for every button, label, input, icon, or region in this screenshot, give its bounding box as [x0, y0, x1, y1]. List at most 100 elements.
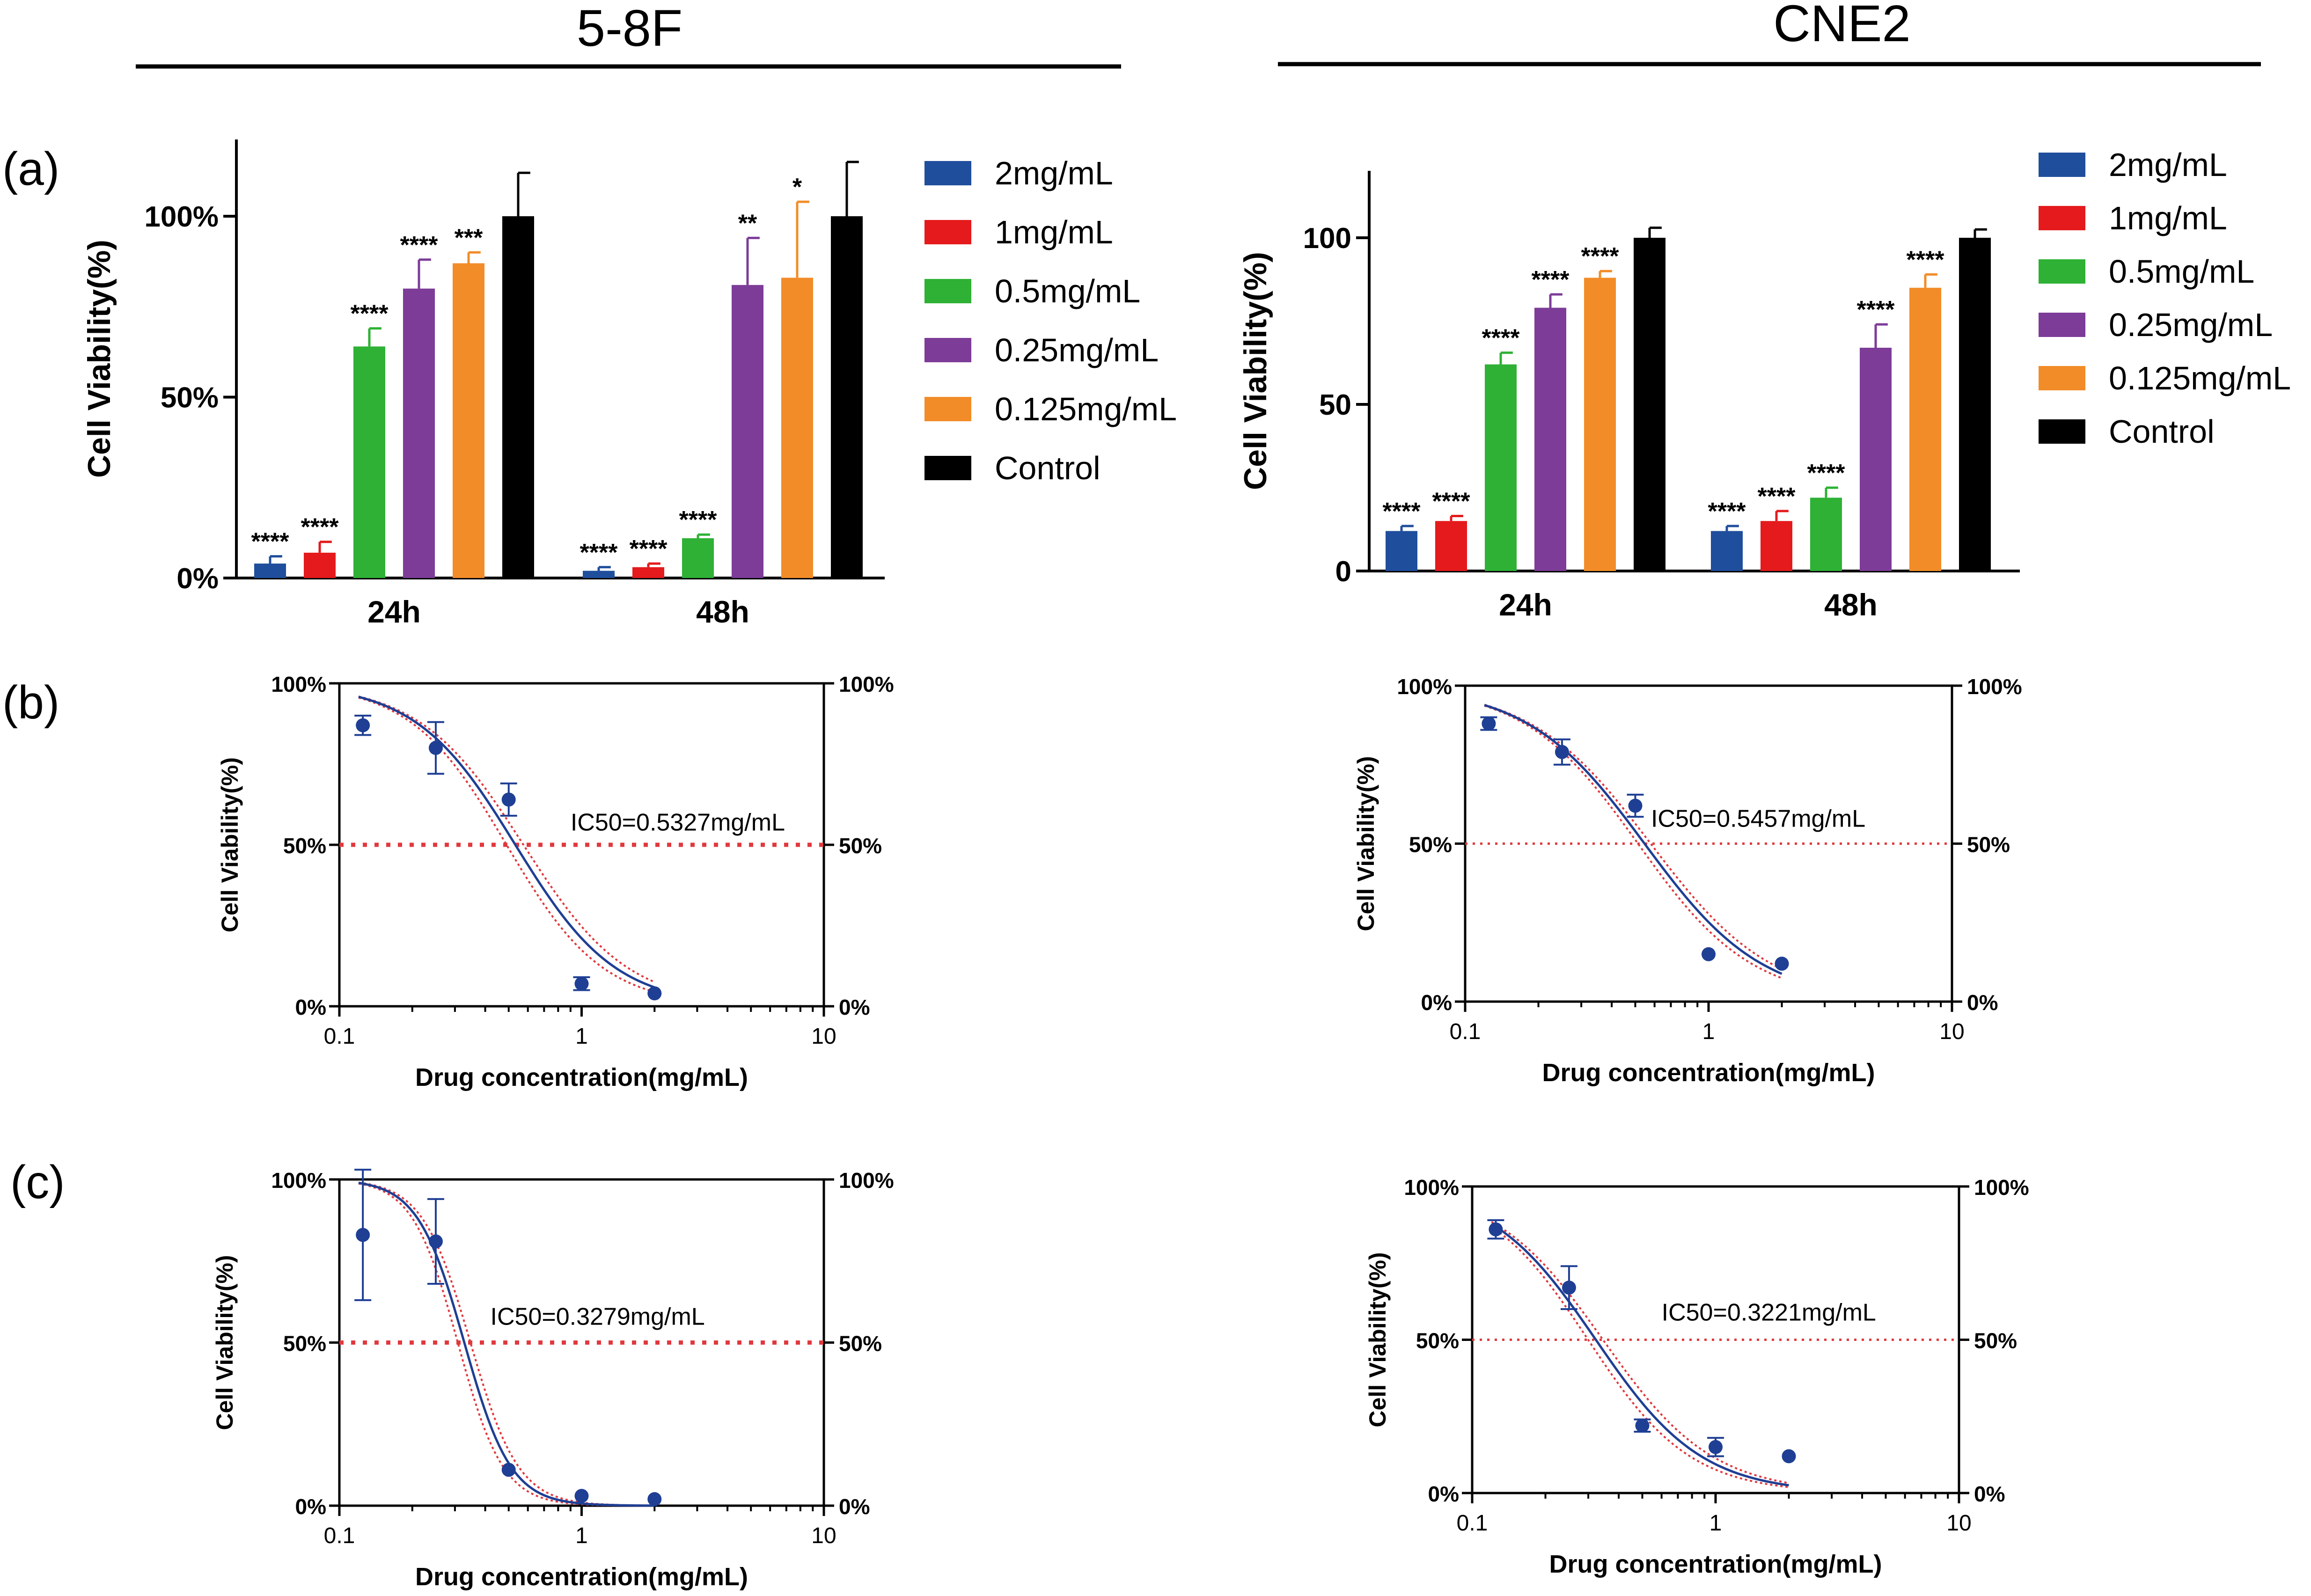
data-point — [647, 1492, 662, 1507]
bar-0.25mg-24h — [403, 288, 435, 578]
significance-mark: **** — [251, 528, 290, 556]
legend-label: 0.5mg/mL — [995, 273, 1140, 309]
y-axis-label: Cell Viability(%) — [1353, 756, 1379, 931]
ic50-annotation: IC50=0.5327mg/mL — [571, 809, 785, 836]
data-point — [356, 718, 370, 732]
fit-curve — [358, 1182, 655, 1507]
y-tick-label: 100% — [144, 201, 219, 233]
data-point — [1562, 1281, 1576, 1295]
data-point — [428, 741, 443, 755]
y-axis-label: Cell Viability(%) — [1365, 1252, 1391, 1427]
y-tick-label-right: 50% — [1974, 1329, 2017, 1353]
y-tick-label: 0 — [1335, 556, 1351, 588]
significance-mark: **** — [1383, 498, 1421, 525]
y-axis-label: Cell Viability(%) — [217, 757, 243, 932]
legend-swatch-0.5mg — [924, 279, 971, 303]
y-tick-label-left: 100% — [1397, 674, 1452, 699]
significance-mark: **** — [1708, 498, 1746, 525]
header-CNE2: CNE2 — [1773, 0, 1910, 52]
significance-mark: **** — [1758, 483, 1796, 510]
x-axis-label: Drug concentration(mg/mL) — [1542, 1059, 1875, 1087]
panel-label-c: (c) — [10, 1156, 65, 1208]
data-point — [1702, 947, 1716, 961]
fit-curve — [358, 696, 655, 988]
dose-response-c-CNE2: 0% 0% 50% 50% 100% 100% 0.1 1 10 Drug concentrati… — [1365, 1175, 2029, 1578]
legend-label: Control — [995, 450, 1100, 486]
significance-mark: **** — [400, 232, 439, 259]
dose-response-b-CNE2: 0% 0% 50% 50% 100% 100% 0.1 1 10 Drug concentrati… — [1353, 674, 2022, 1087]
bar-0.25mg-48h — [1860, 347, 1892, 571]
y-tick-label-left: 0% — [1428, 1482, 1459, 1506]
legend-label: 0.125mg/mL — [995, 391, 1177, 427]
x-tick-label: 10 — [811, 1024, 836, 1049]
legend-swatch-0.5mg — [2039, 259, 2085, 284]
x-tick-label: 10 — [1946, 1511, 1971, 1536]
significance-mark: *** — [455, 224, 483, 251]
bar-chart-5-8F: 0%50%100%Cell Viability(%)**************… — [81, 139, 885, 629]
bar-0.5mg-24h — [1485, 364, 1517, 571]
data-point — [501, 1463, 516, 1477]
significance-mark: **** — [351, 300, 389, 328]
y-tick-label-right: 0% — [1974, 1482, 2005, 1506]
bar-control-24h — [1634, 238, 1665, 571]
bar-1mg-24h — [1435, 521, 1467, 571]
ic50-annotation: IC50=0.3279mg/mL — [491, 1303, 705, 1331]
significance-mark: **** — [1581, 243, 1620, 270]
x-tick-label: 10 — [1939, 1019, 1964, 1044]
x-axis-label: Drug concentration(mg/mL) — [415, 1063, 748, 1091]
bar-2mg-24h — [1386, 531, 1417, 571]
bar-0.25mg-48h — [732, 285, 763, 578]
y-axis-label: Cell Viability(%) — [212, 1255, 238, 1430]
x-tick-label: 0.1 — [324, 1523, 355, 1548]
y-tick-label-right: 100% — [839, 1168, 894, 1193]
significance-mark: ** — [738, 210, 757, 237]
panel-label-a: (a) — [2, 143, 59, 195]
y-axis-label: Cell Viability(%) — [81, 240, 117, 478]
y-tick-label-right: 0% — [839, 1494, 870, 1519]
legend-swatch-2mg — [2039, 153, 2085, 177]
bar-chart-CNE2: 0 50 100 Cell Viability(%) **** **** **** **** *… — [1238, 171, 2020, 622]
legend-label: 0.25mg/mL — [995, 332, 1159, 368]
ic50-annotation: IC50=0.3221mg/mL — [1662, 1299, 1876, 1326]
confidence-band-upper — [1491, 1221, 1789, 1484]
significance-mark: * — [792, 174, 802, 201]
confidence-band-lower — [1484, 704, 1783, 979]
legend-swatch-0.125mg — [924, 397, 971, 421]
x-tick-label: 10 — [811, 1523, 836, 1548]
bar-2mg-48h — [1711, 531, 1743, 571]
fit-curve — [1490, 1223, 1789, 1486]
data-point — [1775, 957, 1789, 971]
y-tick-label-left: 0% — [1421, 990, 1452, 1015]
bar-2mg-24h — [254, 564, 286, 578]
y-tick-label-left: 0% — [295, 1494, 326, 1519]
x-tick-label: 1 — [1702, 1019, 1715, 1044]
legend-CNE2: 2mg/mL 1mg/mL 0.5mg/mL 0.25mg/mL 0.125mg/mL C… — [2039, 146, 2291, 450]
data-point — [647, 986, 662, 1001]
bar-0.5mg-48h — [1810, 498, 1842, 571]
bar-0.125mg-24h — [453, 263, 484, 578]
y-tick-label-left: 50% — [1416, 1329, 1459, 1353]
legend-label: 2mg/mL — [995, 155, 1113, 191]
y-tick-label-right: 100% — [839, 672, 894, 696]
y-tick-label-right: 100% — [1974, 1175, 2029, 1200]
x-tick-label: 0.1 — [324, 1024, 355, 1049]
x-tick-label: 48h — [696, 594, 749, 629]
bar-0.5mg-48h — [682, 538, 714, 578]
x-tick-label: 1 — [575, 1523, 588, 1548]
bar-control-48h — [831, 216, 863, 578]
legend-label: 0.5mg/mL — [2109, 253, 2254, 290]
legend-swatch-0.125mg — [2039, 366, 2085, 390]
significance-mark: **** — [301, 514, 339, 541]
legend-label: Control — [2109, 413, 2215, 450]
x-tick-label: 0.1 — [1457, 1511, 1488, 1536]
data-point — [1482, 717, 1496, 731]
legend-swatch-control — [2039, 419, 2085, 444]
confidence-band-lower — [1491, 1226, 1789, 1488]
y-tick-label: 100 — [1303, 222, 1351, 255]
x-tick-label: 24h — [367, 594, 421, 629]
y-tick-label-left: 50% — [283, 1332, 326, 1356]
x-tick-label: 1 — [575, 1024, 588, 1049]
bar-control-24h — [502, 216, 534, 578]
data-point — [1555, 745, 1569, 759]
